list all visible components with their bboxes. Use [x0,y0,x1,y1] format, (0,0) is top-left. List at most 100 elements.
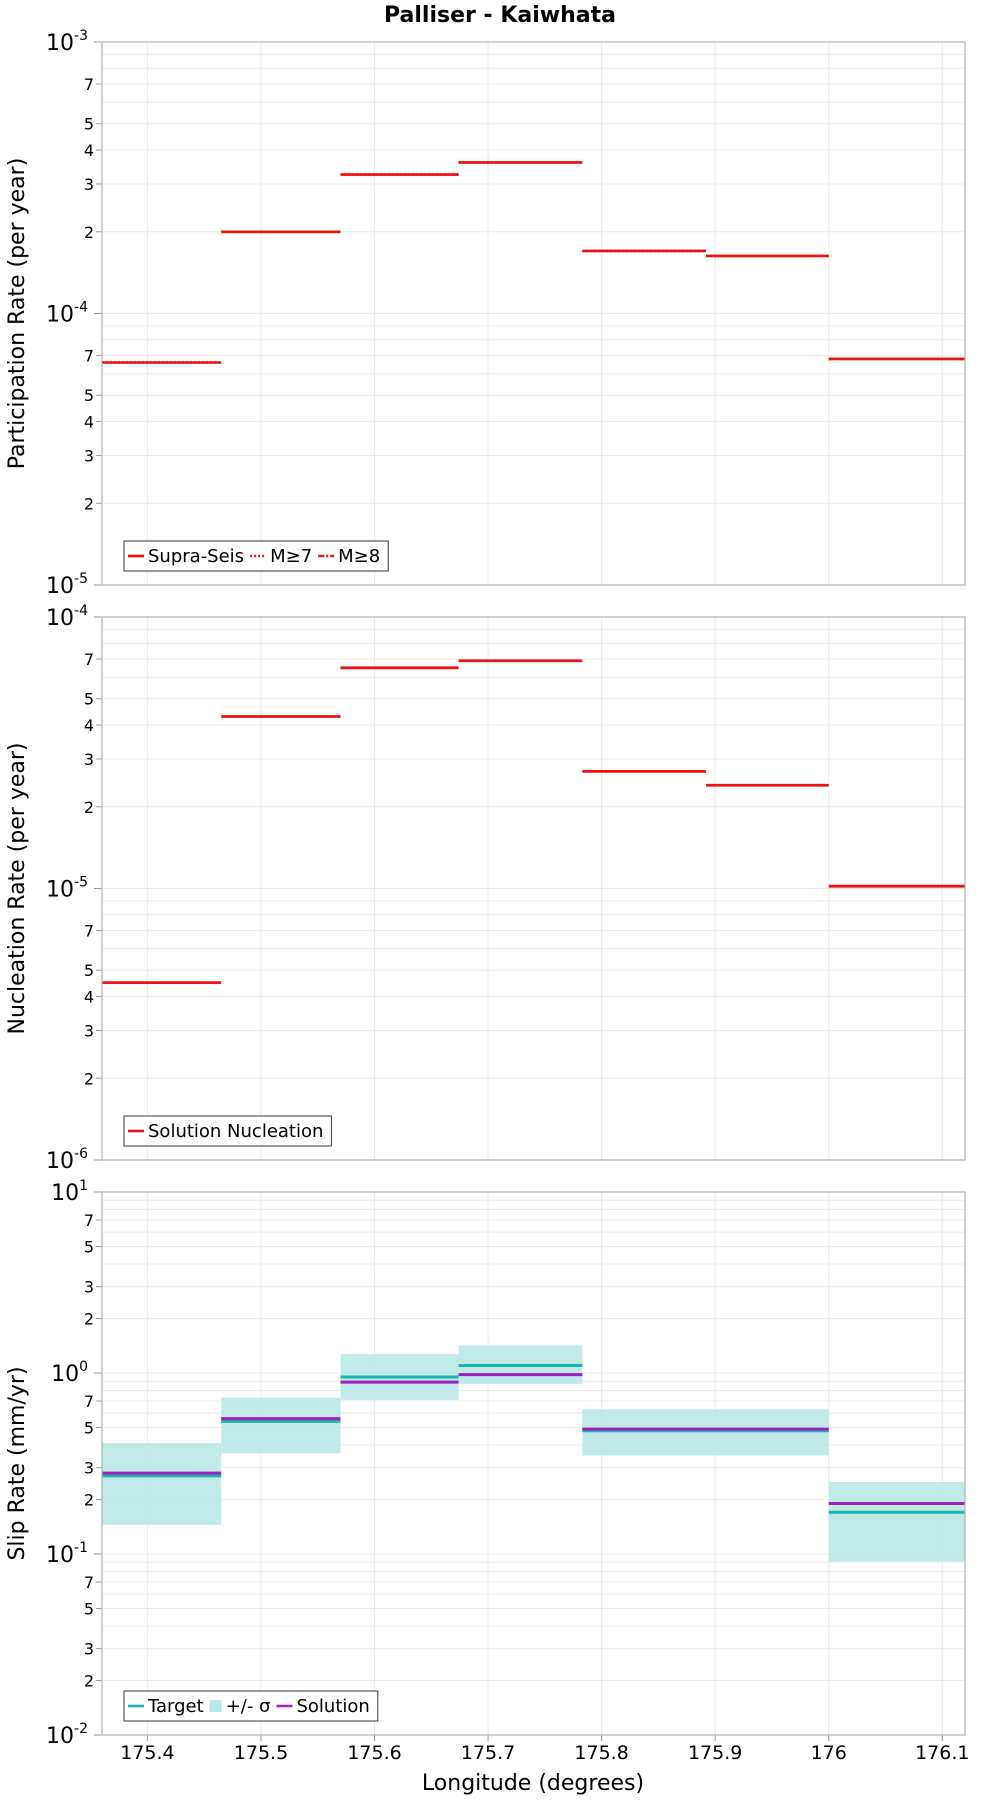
legend-box [123,1690,379,1722]
y-tick-label: 7 [84,922,94,941]
y-tick-label: 5 [84,115,94,134]
legend-label: +/- σ [226,1696,271,1717]
y-tick-label: 7 [84,75,94,94]
y-axis-label: Participation Rate (per year) [5,158,30,470]
legend-label: Solution Nucleation [148,1121,323,1142]
y-tick-label: 5 [84,961,94,980]
chart-title: Palliser - Kaiwhata [384,3,616,28]
y-axis-label: Nucleation Rate (per year) [5,743,30,1035]
plot-frame [101,41,966,586]
y-decade-base: 10 [46,1724,74,1749]
y-axis-label: Slip Rate (mm/yr) [5,1366,30,1560]
y-tick-label: 7 [84,650,94,669]
sigma-band [828,1481,965,1562]
y-decade-exponent: -3 [74,28,88,44]
y-tick-label: 2 [84,223,94,242]
legend: Supra-Seis M≥7 M≥8 [123,540,389,572]
y-decade-exponent: -5 [74,875,88,891]
y-decade-exponent: -6 [74,1146,88,1162]
y-decade-label: 10-4 [46,603,88,631]
y-decade-base: 10 [51,1362,79,1387]
y-decade-base: 10 [46,303,74,328]
y-decade-base: 10 [46,1543,74,1568]
y-tick-label: 2 [84,798,94,817]
y-decade-label: 101 [51,1178,88,1206]
y-tick-label: 3 [84,446,94,465]
x-tick-label: 175.9 [688,1742,742,1764]
y-decade-exponent: 0 [79,1359,88,1375]
x-tick-label: 175.6 [347,1742,401,1764]
y-tick-label: 2 [84,1491,94,1510]
y-tick-label: 4 [84,141,94,160]
x-tick-label: 175.7 [461,1742,515,1764]
y-decade-base: 10 [46,878,74,903]
y-tick-label: 3 [84,1278,94,1297]
sigma-band [102,1443,222,1525]
y-tick-label: 2 [84,494,94,513]
legend: Target +/- σ Solution [123,1690,379,1722]
y-decade-label: 100 [51,1359,88,1387]
y-tick-label: 4 [84,716,94,735]
y-decade-label: 10-6 [46,1146,88,1174]
y-decade-label: 10-5 [46,875,88,903]
legend-label: Solution [296,1696,369,1717]
y-tick-label: 5 [84,1237,94,1256]
y-tick-label: 3 [84,1640,94,1659]
x-axis-label: Longitude (degrees) [422,1771,644,1796]
y-decade-exponent: -4 [74,603,88,619]
y-decade-label: 10-5 [46,571,88,599]
y-decade-exponent: 1 [79,1178,88,1194]
sigma-band [582,1409,829,1456]
y-decade-base: 10 [46,1149,74,1174]
y-decade-exponent: -2 [74,1721,88,1737]
y-tick-label: 5 [84,386,94,405]
y-decade-exponent: -1 [74,1540,88,1556]
y-tick-label: 3 [84,175,94,194]
y-tick-label: 7 [84,347,94,366]
y-decade-label: 10-3 [46,28,88,56]
x-tick-label: 175.8 [574,1742,628,1764]
y-tick-label: 7 [84,1573,94,1592]
y-tick-label: 3 [84,1021,94,1040]
legend-label: Target [147,1696,204,1717]
legend-swatch [209,1700,222,1712]
y-decade-label: 10-1 [46,1540,88,1568]
legend-label: Supra-Seis [148,546,244,567]
x-axis: 175.4 175.5 175.6 175.7 175.8 175.9 176 176.1 [120,1735,969,1764]
y-tick-label: 2 [84,1672,94,1691]
plot-frame [101,616,966,1161]
legend-label: M≥7 [270,546,312,567]
y-tick-label: 4 [84,988,94,1007]
y-tick-label: 4 [84,413,94,432]
y-decade-base: 10 [51,1181,79,1206]
y-decade-base: 10 [46,31,74,56]
y-tick-label: 2 [84,1069,94,1088]
x-tick-label: 175.4 [120,1742,174,1764]
x-tick-label: 176 [811,1742,847,1764]
y-tick-label: 5 [84,1599,94,1618]
y-tick-label: 2 [84,1310,94,1329]
x-tick-label: 176.1 [915,1742,969,1764]
y-decade-exponent: -4 [74,300,88,316]
y-decade-label: 10-2 [46,1721,88,1749]
y-decade-base: 10 [46,606,74,631]
legend-box [123,1115,332,1147]
legend-box [123,540,389,572]
sigma-band [221,1397,341,1454]
y-tick-label: 5 [84,1418,94,1437]
y-tick-label: 3 [84,750,94,769]
y-decade-label: 10-4 [46,300,88,328]
legend: Solution Nucleation [123,1115,332,1147]
x-tick-label: 175.5 [234,1742,288,1764]
y-decade-base: 10 [46,574,74,599]
y-decade-exponent: -5 [74,571,88,587]
legend-label: M≥8 [338,546,380,567]
y-tick-label: 5 [84,690,94,709]
plot-frame [101,1191,966,1736]
y-tick-label: 3 [84,1459,94,1478]
y-tick-label: 7 [84,1392,94,1411]
